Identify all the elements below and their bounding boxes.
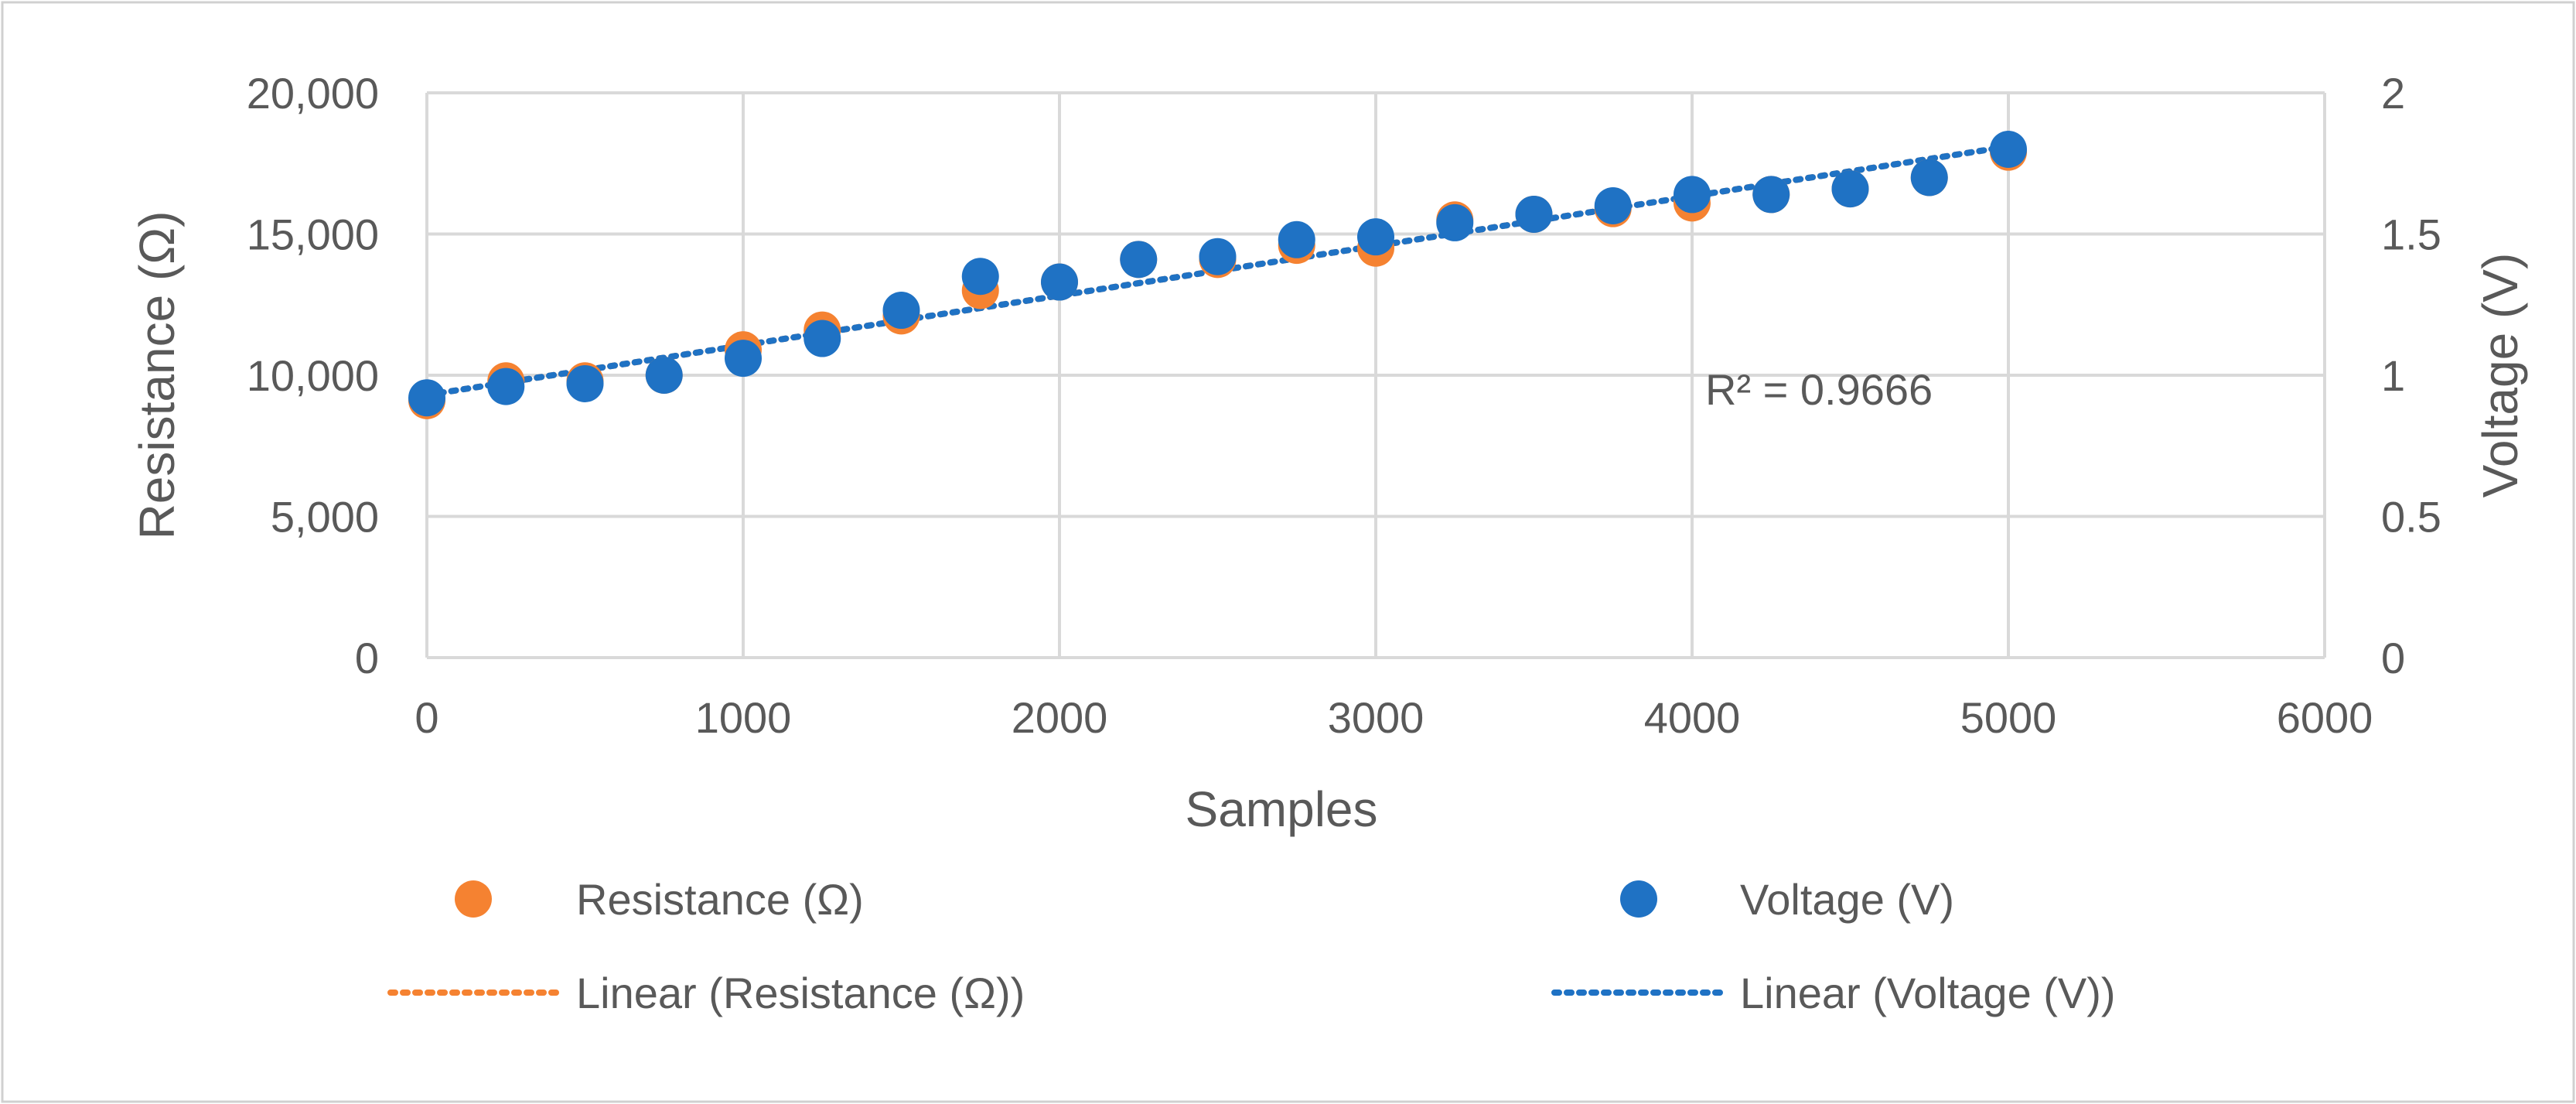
voltage-point bbox=[1120, 241, 1158, 279]
legend-label-resistance-trend: Linear (Resistance (Ω)) bbox=[576, 969, 1025, 1017]
y-axis-label-right: Voltage (V) bbox=[2472, 253, 2528, 498]
voltage-point bbox=[1041, 263, 1078, 301]
voltage-point bbox=[1199, 238, 1237, 275]
voltage-point bbox=[1594, 187, 1632, 224]
x-tick-label: 1000 bbox=[695, 693, 792, 742]
voltage-point bbox=[1674, 176, 1711, 214]
voltage-point bbox=[804, 320, 841, 357]
y-right-tick-label: 0 bbox=[2381, 634, 2405, 682]
voltage-point bbox=[961, 258, 999, 296]
voltage-point bbox=[1357, 218, 1394, 256]
grid bbox=[425, 91, 2326, 659]
r-squared-annotation: R² = 0.9666 bbox=[1705, 365, 1933, 414]
y-right-tick-label: 0.5 bbox=[2381, 493, 2441, 542]
voltage-point bbox=[487, 367, 525, 405]
voltage-point bbox=[1752, 176, 1790, 214]
trendline bbox=[424, 143, 2011, 398]
data-points bbox=[408, 131, 2027, 419]
y-axis-label-left: Resistance (Ω) bbox=[129, 211, 185, 540]
y-left-tick-label: 15,000 bbox=[247, 210, 379, 259]
y-right-tick-label: 1 bbox=[2381, 351, 2405, 400]
x-tick-label: 0 bbox=[415, 693, 438, 742]
voltage-point bbox=[725, 340, 762, 378]
voltage-point bbox=[645, 357, 683, 394]
tick-labels: 0 1000 2000 3000 4000 5000 600005,00010,00015,… bbox=[247, 69, 2441, 742]
legend-label-resistance: Resistance (Ω) bbox=[576, 875, 864, 924]
y-left-tick-label: 20,000 bbox=[247, 69, 379, 118]
x-tick-label: 6000 bbox=[2277, 693, 2373, 742]
voltage-point bbox=[1515, 195, 1553, 233]
voltage-point bbox=[882, 292, 920, 330]
y-left-tick-label: 10,000 bbox=[247, 351, 379, 400]
legend: Resistance (Ω) Voltage (V) Linear (Resis… bbox=[387, 875, 2116, 1017]
voltage-point bbox=[1990, 131, 2027, 168]
voltage-point bbox=[1278, 220, 1315, 258]
legend-marker-resistance bbox=[455, 880, 492, 918]
legend-marker-voltage bbox=[1620, 880, 1657, 918]
x-tick-label: 5000 bbox=[1960, 693, 2057, 742]
legend-label-voltage-trend: Linear (Voltage (V)) bbox=[1740, 969, 2116, 1017]
x-axis-label: Samples bbox=[1186, 781, 1378, 837]
y-right-tick-label: 2 bbox=[2381, 69, 2405, 118]
voltage-point bbox=[1910, 159, 1948, 197]
x-tick-label: 3000 bbox=[1328, 693, 1424, 742]
voltage-point bbox=[1436, 203, 1474, 241]
x-tick-label: 4000 bbox=[1644, 693, 1741, 742]
y-right-tick-label: 1.5 bbox=[2381, 210, 2441, 259]
voltage-point bbox=[566, 364, 604, 402]
x-tick-label: 2000 bbox=[1012, 693, 1108, 742]
voltage-point bbox=[1831, 170, 1869, 208]
y-left-tick-label: 0 bbox=[355, 634, 379, 682]
trend-lines bbox=[424, 143, 2011, 398]
y-left-tick-label: 5,000 bbox=[271, 493, 379, 542]
legend-label-voltage: Voltage (V) bbox=[1740, 875, 1954, 924]
voltage-point bbox=[408, 379, 445, 417]
